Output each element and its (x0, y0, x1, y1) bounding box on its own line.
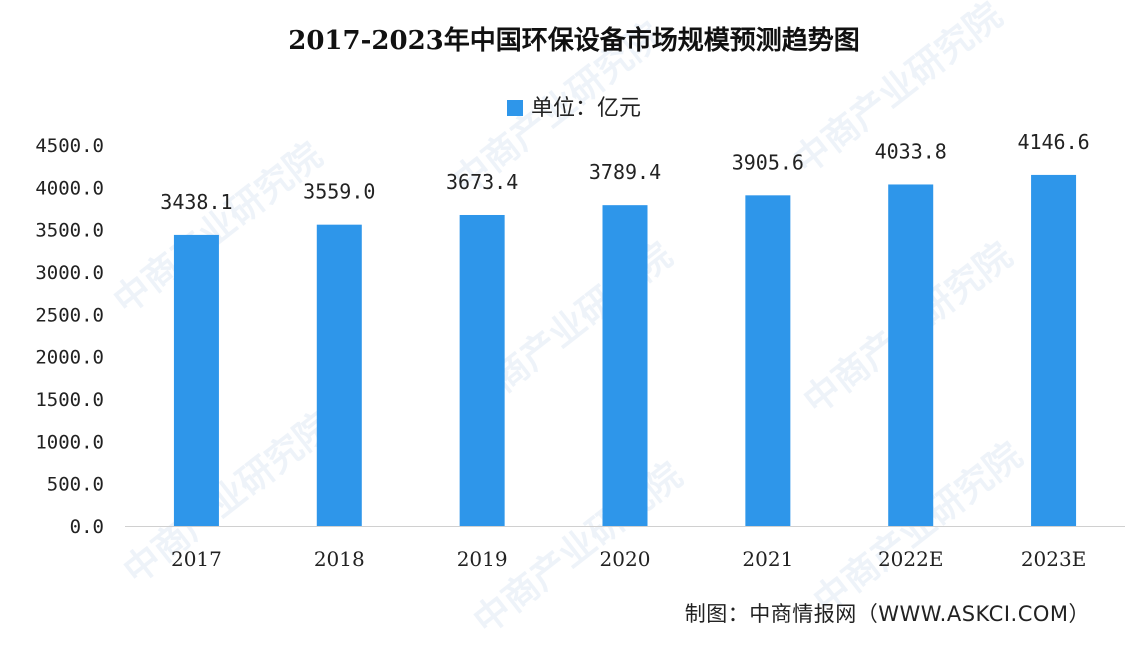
y-tick-label: 3000.0 (35, 262, 104, 284)
x-tick-label: 2022E (878, 547, 944, 571)
legend-swatch (506, 100, 523, 116)
bar (316, 224, 362, 526)
x-tick-label: 2018 (314, 547, 365, 571)
data-label: 3438.1 (160, 190, 232, 214)
y-tick-label: 1500.0 (35, 389, 104, 411)
data-label: 4033.8 (875, 139, 947, 163)
x-tick-label: 2019 (457, 547, 508, 571)
y-tick-label: 0.0 (70, 516, 104, 538)
legend: 单位：亿元 (0, 90, 1148, 122)
y-tick-label: 500.0 (47, 474, 104, 496)
y-tick-label: 1000.0 (35, 431, 104, 453)
bar (173, 234, 219, 526)
y-tick-label: 4000.0 (35, 177, 104, 199)
bar (888, 184, 934, 526)
bar (1031, 174, 1077, 526)
x-tick-label: 2017 (171, 547, 222, 571)
data-label: 3789.4 (589, 160, 661, 184)
data-label: 4146.6 (1017, 130, 1089, 154)
y-tick-label: 2000.0 (35, 347, 104, 369)
legend-label: 单位：亿元 (530, 96, 641, 121)
data-label: 3559.0 (303, 180, 375, 204)
x-tick-label: 2021 (742, 547, 793, 571)
y-tick-label: 2500.0 (35, 304, 104, 326)
chart-title: 2017-2023年中国环保设备市场规模预测趋势图 (288, 26, 860, 56)
y-tick-label: 4500.0 (35, 135, 104, 157)
bar (459, 214, 505, 526)
source-credit: 制图：中商情报网（WWW.ASKCI.COM） (684, 602, 1090, 626)
bar (745, 195, 791, 526)
data-label: 3673.4 (446, 170, 518, 194)
x-tick-label: 2020 (600, 547, 651, 571)
x-tick-label: 2023E (1021, 547, 1087, 571)
data-label: 3905.6 (732, 150, 804, 174)
bar (602, 205, 648, 527)
y-tick-label: 3500.0 (35, 220, 104, 242)
